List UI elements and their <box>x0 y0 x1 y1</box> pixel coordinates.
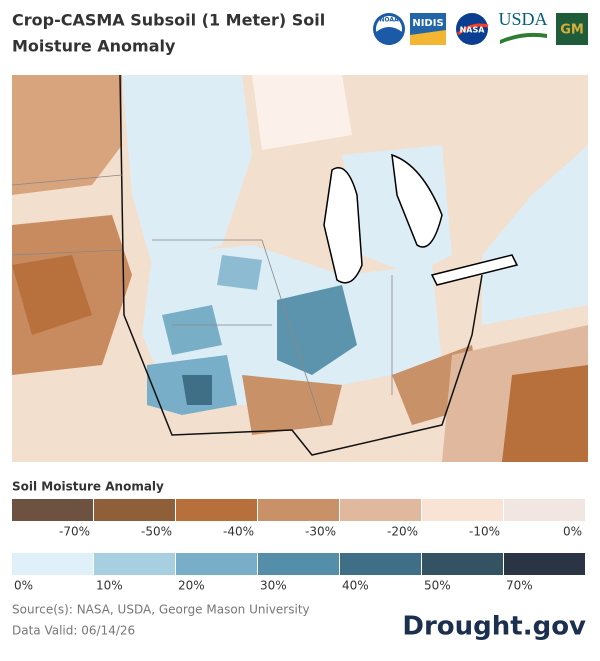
legend-swatch <box>176 553 257 575</box>
logo-usda: USDA <box>498 9 548 44</box>
legend-label: -10% <box>469 525 500 539</box>
legend-title: Soil Moisture Anomaly <box>12 480 164 494</box>
legend-label: 40% <box>342 579 369 593</box>
logo-noaa: NOAA <box>373 13 405 45</box>
source: Source(s): NASA, USDA, George Mason Univ… <box>12 603 310 617</box>
legend-swatch <box>12 553 93 575</box>
legend-label: 0% <box>563 525 582 539</box>
legend-label: -30% <box>305 525 336 539</box>
title-line: Crop-CASMA Subsoil (1 Meter) Soil <box>12 11 325 30</box>
legend-label: -50% <box>141 525 172 539</box>
legend-label: 0% <box>14 579 33 593</box>
logo-text: USDA <box>498 9 547 29</box>
legend-label: 20% <box>178 579 205 593</box>
legend-swatch <box>94 499 175 521</box>
legend-swatch <box>258 553 339 575</box>
logo-nidis: NIDIS <box>410 13 446 45</box>
logo-text: NIDIS <box>412 18 443 29</box>
legend-swatch <box>12 499 93 521</box>
legend-swatch <box>504 553 585 575</box>
legend-label: 50% <box>424 579 451 593</box>
title-line: Moisture Anomaly <box>12 37 176 56</box>
logo-gm: GM <box>556 13 588 45</box>
legend-label: -40% <box>223 525 254 539</box>
brand: Drought.gov <box>402 612 586 642</box>
map <box>11 74 588 462</box>
legend-swatch <box>176 499 257 521</box>
legend-swatch <box>422 499 503 521</box>
legend-label: -70% <box>59 525 90 539</box>
legend-swatch <box>340 553 421 575</box>
legend-label: -20% <box>387 525 418 539</box>
legend-label: 10% <box>96 579 123 593</box>
legend-swatch <box>94 553 175 575</box>
legend: -70% -50% -40% -30% -20% -10% 0% 0% 10% 20% 30% 40%… <box>12 499 585 593</box>
legend-label: 70% <box>506 579 533 593</box>
legend-swatch <box>340 499 421 521</box>
legend-swatch <box>504 499 585 521</box>
legend-swatch <box>422 553 503 575</box>
logo-text: GM <box>560 23 584 38</box>
logo-nasa: NASA <box>456 13 489 45</box>
legend-label: 30% <box>260 579 287 593</box>
logo-text: NASA <box>460 26 486 35</box>
data-valid: Data Valid: 06/14/26 <box>12 624 135 638</box>
logo-text: NOAA <box>379 17 399 24</box>
legend-swatch <box>258 499 339 521</box>
